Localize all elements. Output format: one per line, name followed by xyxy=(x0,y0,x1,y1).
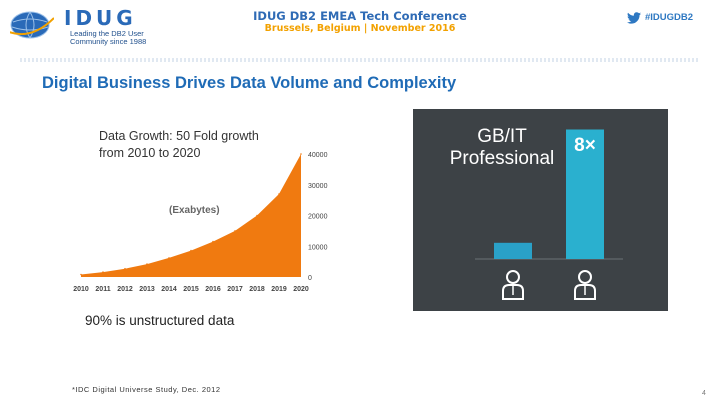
chart-title: Data Growth: 50 Fold growth from 2010 to… xyxy=(99,129,259,160)
growth-point xyxy=(278,193,280,195)
growth-point xyxy=(234,230,236,232)
x-tick-label: 2018 xyxy=(249,286,265,293)
growth-point xyxy=(168,257,170,259)
y-tick-label: 30000 xyxy=(308,183,328,190)
x-tick-label: 2017 xyxy=(227,286,243,293)
y-tick-label: 20000 xyxy=(308,214,328,221)
growth-point xyxy=(80,273,82,276)
brand-name: IDUG xyxy=(64,6,137,30)
growth-multiplier-label: 8× xyxy=(574,135,596,156)
idug-logo: IDUG Leading the DB2 User Community sinc… xyxy=(10,6,146,46)
panel-title-line-1: GB/IT xyxy=(477,126,527,147)
gb-bar xyxy=(566,129,604,259)
unstructured-data-note: 90% is unstructured data xyxy=(85,313,235,328)
growth-point xyxy=(256,214,258,217)
brand-tagline: Leading the DB2 User Community since 198… xyxy=(70,29,147,46)
x-tick-label: 2016 xyxy=(205,286,221,293)
x-tick-label: 2010 xyxy=(73,286,89,293)
person-icon xyxy=(502,270,524,300)
growth-point xyxy=(212,240,214,243)
globe-icon xyxy=(10,11,54,39)
slide-title: Digital Business Drives Data Volume and … xyxy=(42,74,457,92)
y-tick-label: 40000 xyxy=(308,152,328,159)
person-icon xyxy=(574,270,596,300)
x-tick-label: 2013 xyxy=(139,286,155,293)
x-tick-label: 2012 xyxy=(117,286,133,293)
gb-bar xyxy=(494,242,532,259)
data-growth-chart: Data Growth: 50 Fold growth from 2010 to… xyxy=(73,129,328,293)
x-tick-label: 2015 xyxy=(183,286,199,293)
chart-annotation-unit: (Exabytes) xyxy=(169,205,220,216)
page-number: 4 xyxy=(702,390,706,397)
gb-per-it-professional-panel: GB/IT Professional 8× xyxy=(413,109,668,311)
conference-subtitle: Brussels, Belgium | November 2016 xyxy=(264,23,456,34)
twitter-icon xyxy=(627,12,641,24)
y-tick-label: 10000 xyxy=(308,244,328,251)
chart-title-line-2: from 2010 to 2020 xyxy=(99,146,201,160)
conference-hashtag[interactable]: #IDUGDB2 xyxy=(645,12,694,23)
x-tick-label: 2014 xyxy=(161,286,177,293)
gb-per-professional-chart: GB/IT Professional 8× xyxy=(450,126,623,300)
chart-title-line-1: Data Growth: 50 Fold growth xyxy=(99,129,259,143)
growth-point xyxy=(124,267,126,270)
source-footnote: *IDC Digital Universe Study, Dec. 2012 xyxy=(72,385,221,394)
panel-title-line-2: Professional xyxy=(450,148,555,169)
header-divider xyxy=(20,58,700,62)
x-tick-label: 2020 xyxy=(293,286,309,293)
growth-point xyxy=(300,153,302,155)
x-tick-label: 2011 xyxy=(95,286,110,293)
conference-title: IDUG DB2 EMEA Tech Conference xyxy=(253,9,467,23)
growth-point xyxy=(190,249,192,252)
y-tick-label: 0 xyxy=(308,275,312,282)
growth-area xyxy=(81,154,301,277)
x-tick-label: 2019 xyxy=(271,286,287,293)
growth-point xyxy=(146,263,148,265)
growth-point xyxy=(102,271,104,273)
